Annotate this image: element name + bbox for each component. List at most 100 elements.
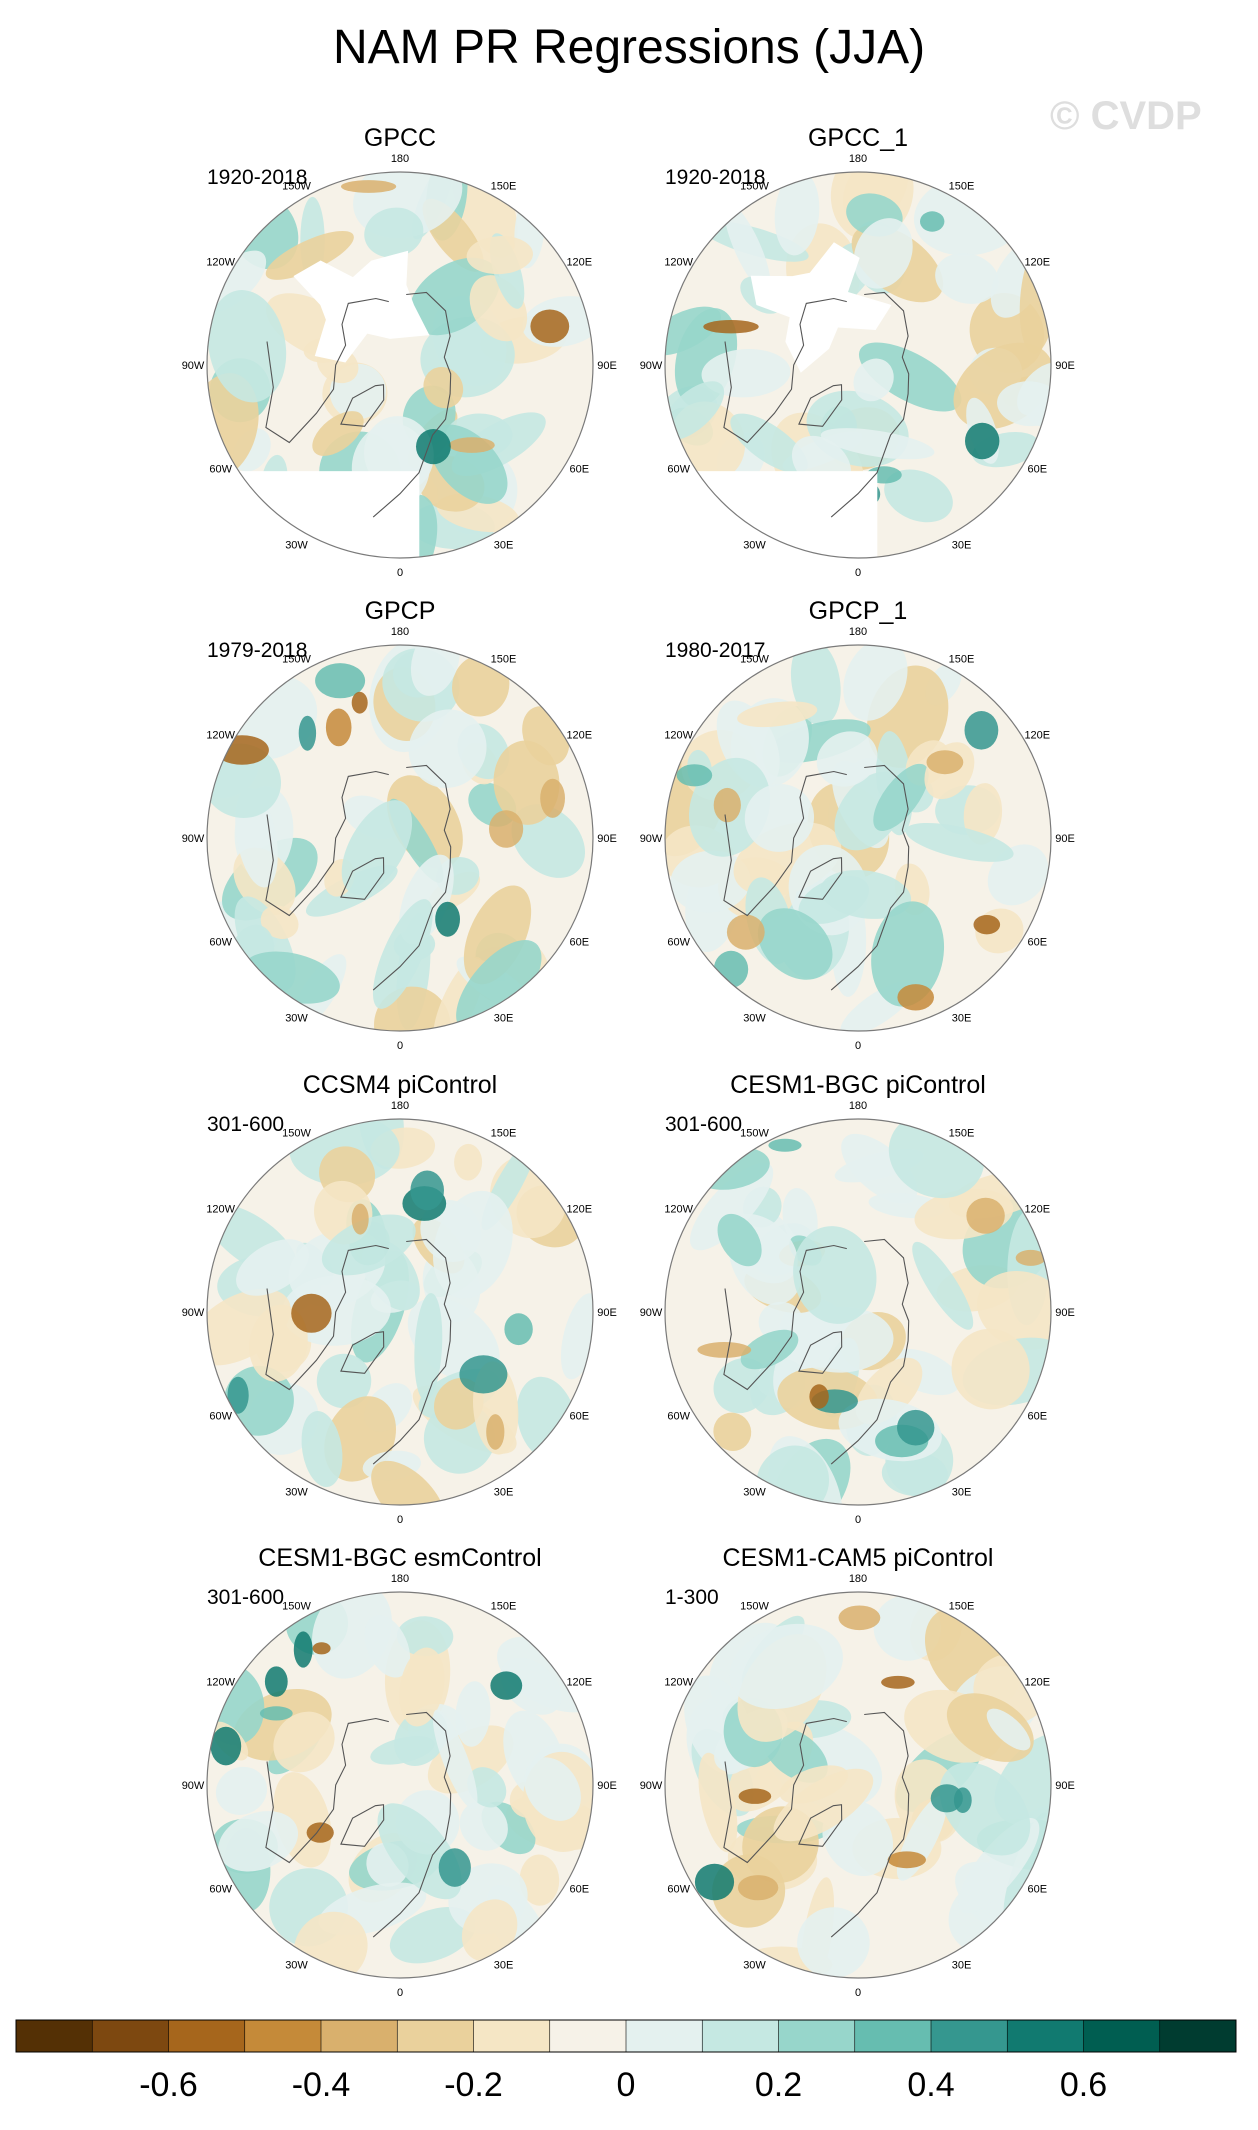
longitude-label: 150W bbox=[740, 1128, 769, 1140]
period-label: 301-600 bbox=[665, 1113, 742, 1136]
period-label: 1980-2017 bbox=[665, 639, 765, 662]
panel-title: CESM1-BGC esmControl bbox=[258, 1544, 541, 1572]
colorbar-tick-label: 0 bbox=[617, 2066, 636, 2104]
cvdp-watermark: © CVDP bbox=[1050, 94, 1202, 138]
longitude-label: 30E bbox=[494, 1486, 514, 1498]
longitude-label: 60E bbox=[1028, 1411, 1048, 1423]
colorbar-swatch bbox=[92, 2020, 169, 2052]
coastline bbox=[830, 291, 910, 518]
longitude-label: 0 bbox=[397, 1987, 403, 1999]
colorbar-tick-label: -0.6 bbox=[139, 2066, 198, 2104]
longitude-label: 0 bbox=[855, 1040, 861, 1052]
precip-anomaly-field bbox=[665, 645, 1051, 1031]
longitude-label: 30W bbox=[285, 1012, 308, 1024]
map-border bbox=[664, 1118, 1052, 1506]
longitude-label: 180 bbox=[391, 1573, 409, 1585]
colorbar-swatch bbox=[168, 2020, 246, 2052]
longitude-label: 60W bbox=[667, 937, 690, 949]
longitude-label: 90W bbox=[182, 1780, 205, 1792]
precip-anomaly-field bbox=[665, 172, 1051, 558]
map-panels: GPCC 1920-2018 180 150E 120E 90E 60E 30E 0 30W 60W… bbox=[182, 124, 1075, 1999]
colorbar-swatch bbox=[1083, 2020, 1161, 2052]
longitude-label: 30W bbox=[743, 1486, 766, 1498]
longitude-label: 150W bbox=[740, 654, 769, 666]
colorbar-swatch bbox=[321, 2020, 398, 2052]
period-label: 1920-2018 bbox=[207, 166, 307, 189]
map-panel: GPCC 1920-2018 180 150E 120E 90E 60E 30E 0 30W 60W… bbox=[182, 124, 617, 579]
longitude-label: 0 bbox=[397, 1514, 403, 1526]
longitude-label: 120E bbox=[1024, 1204, 1050, 1216]
colorbar: -0.6 -0.4 -0.2 0 0.2 0.4 0.6 bbox=[15, 2019, 1237, 2104]
coastline bbox=[265, 1244, 389, 1391]
longitude-label: 30W bbox=[285, 539, 308, 551]
period-label: 301-600 bbox=[207, 1113, 284, 1136]
colorbar-swatch bbox=[16, 2020, 93, 2052]
panel-title: GPCP bbox=[365, 597, 436, 625]
longitude-label: 150W bbox=[282, 1128, 311, 1140]
longitude-label: 90W bbox=[640, 1780, 663, 1792]
map-border bbox=[206, 644, 594, 1032]
longitude-label: 30W bbox=[743, 1959, 766, 1971]
colorbar-swatch bbox=[244, 2020, 322, 2052]
longitude-label: 120E bbox=[1024, 257, 1050, 269]
longitude-label: 150E bbox=[949, 654, 975, 666]
longitude-label: 60E bbox=[570, 1884, 590, 1896]
longitude-label: 120W bbox=[664, 1677, 693, 1689]
colorbar-tick-label: -0.2 bbox=[444, 2066, 503, 2104]
colorbar-swatch bbox=[549, 2020, 627, 2052]
longitude-label: 60E bbox=[1028, 937, 1048, 949]
longitude-label: 180 bbox=[849, 153, 867, 165]
longitude-label: 30W bbox=[285, 1486, 308, 1498]
map-panel: CESM1-BGC esmControl 301-600 180 150E 120E 90… bbox=[182, 1544, 617, 1999]
longitude-label: 90W bbox=[640, 360, 663, 372]
longitude-label: 60W bbox=[667, 1411, 690, 1423]
longitude-label: 60E bbox=[1028, 464, 1048, 476]
longitude-label: 150W bbox=[282, 181, 311, 193]
longitude-label: 60W bbox=[209, 1411, 232, 1423]
precip-anomaly-field bbox=[207, 1119, 593, 1505]
longitude-label: 90W bbox=[182, 360, 205, 372]
longitude-label: 30W bbox=[743, 1012, 766, 1024]
longitude-label: 150W bbox=[282, 1601, 311, 1613]
colorbar-tick-label: -0.4 bbox=[292, 2066, 351, 2104]
colorbar-swatch bbox=[397, 2020, 474, 2052]
coastline bbox=[830, 764, 910, 991]
figure-title: NAM PR Regressions (JJA) bbox=[332, 21, 926, 74]
longitude-label: 120W bbox=[206, 1677, 235, 1689]
colorbar-swatch bbox=[931, 2020, 1008, 2052]
longitude-label: 90E bbox=[1055, 1307, 1075, 1319]
coastline-greenland bbox=[798, 384, 843, 427]
longitude-label: 90W bbox=[182, 833, 205, 845]
panel-title: GPCP_1 bbox=[809, 597, 908, 625]
longitude-label: 60E bbox=[570, 1411, 590, 1423]
coastline-greenland bbox=[340, 857, 385, 900]
longitude-label: 150E bbox=[949, 1128, 975, 1140]
longitude-label: 0 bbox=[855, 567, 861, 579]
colorbar-tick-label: 0.6 bbox=[1060, 2066, 1107, 2104]
longitude-label: 0 bbox=[397, 1040, 403, 1052]
map-border bbox=[206, 1591, 594, 1979]
longitude-label: 150W bbox=[740, 181, 769, 193]
longitude-label: 60W bbox=[209, 464, 232, 476]
longitude-label: 150E bbox=[949, 1601, 975, 1613]
colorbar-tick-label: 0.4 bbox=[907, 2066, 954, 2104]
panel-title: CESM1-CAM5 piControl bbox=[723, 1544, 994, 1572]
longitude-label: 120E bbox=[566, 1677, 592, 1689]
longitude-label: 0 bbox=[855, 1514, 861, 1526]
longitude-label: 90E bbox=[597, 1780, 617, 1792]
colorbar-swatch bbox=[1159, 2020, 1237, 2052]
map-border bbox=[664, 1591, 1052, 1979]
colorbar-swatch bbox=[626, 2020, 703, 2052]
map-border bbox=[664, 171, 1052, 559]
coastline bbox=[372, 1711, 452, 1938]
period-label: 1920-2018 bbox=[665, 166, 765, 189]
longitude-label: 90E bbox=[597, 360, 617, 372]
map-panel: CESM1-BGC piControl 301-600 180 150E 120E 90E… bbox=[640, 1071, 1075, 1526]
precip-anomaly-field bbox=[665, 1592, 1051, 1978]
longitude-label: 30E bbox=[952, 1012, 972, 1024]
coastline-greenland bbox=[340, 1331, 385, 1374]
longitude-label: 30E bbox=[952, 539, 972, 551]
period-label: 301-600 bbox=[207, 1586, 284, 1609]
longitude-label: 120W bbox=[206, 730, 235, 742]
